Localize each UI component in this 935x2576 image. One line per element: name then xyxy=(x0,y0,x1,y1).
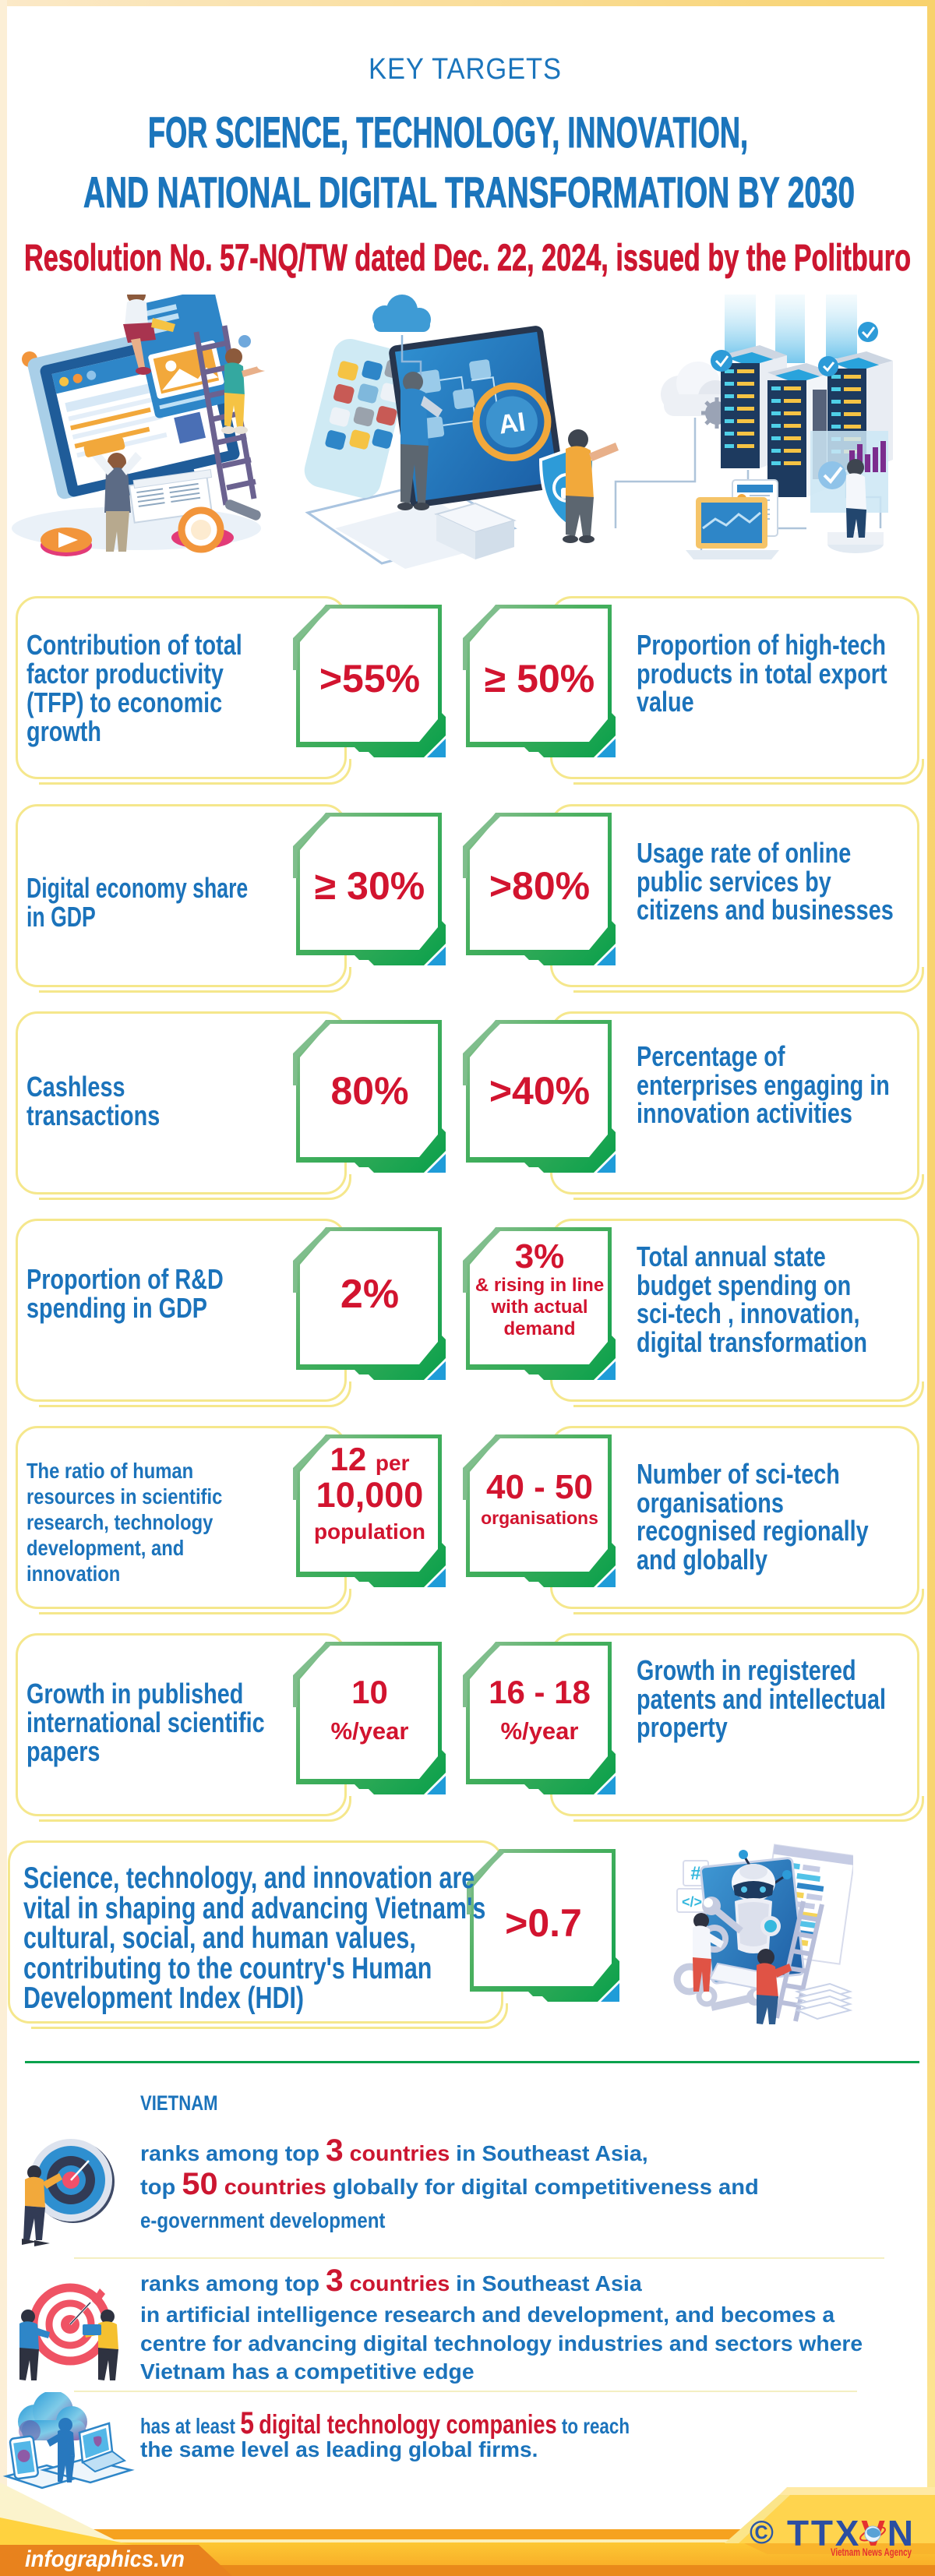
svg-text:©: © xyxy=(750,2514,774,2550)
svg-text:KEY TARGETS: KEY TARGETS xyxy=(369,53,562,86)
svg-text:Vietnam News Agency: Vietnam News Agency xyxy=(831,2546,912,2558)
svg-text:AND NATIONAL DIGITAL TRANSFORM: AND NATIONAL DIGITAL TRANSFORMATION BY 2… xyxy=(83,168,855,217)
svg-text:FOR SCIENCE, TECHNOLOGY, INNOV: FOR SCIENCE, TECHNOLOGY, INNOVATION, xyxy=(148,108,748,157)
svg-text:AI: AI xyxy=(497,407,527,439)
svg-text:Resolution No. 57-NQ/TW dated: Resolution No. 57-NQ/TW dated Dec. 22, 2… xyxy=(24,238,911,279)
svg-text:</>: </> xyxy=(682,1894,702,1910)
svg-text:#: # xyxy=(690,1863,700,1884)
svg-text:infographics.vn: infographics.vn xyxy=(25,2546,185,2572)
